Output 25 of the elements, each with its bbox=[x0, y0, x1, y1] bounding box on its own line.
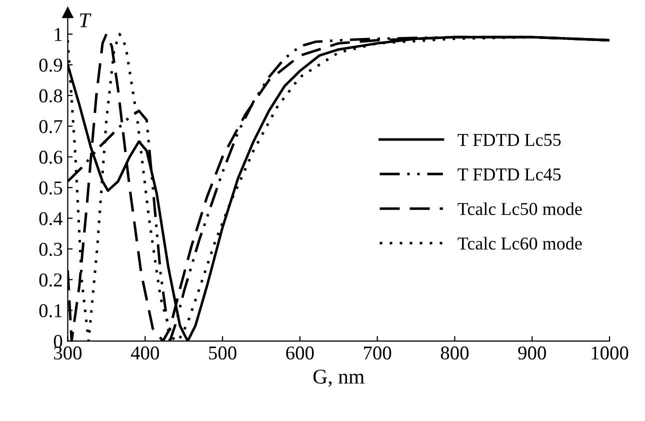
legend-label: Tcalc Lc50 mode bbox=[458, 202, 582, 216]
y-tick-label: 1 bbox=[54, 28, 62, 41]
x-tick-label: 300 bbox=[54, 346, 82, 360]
y-tick-label: 0.4 bbox=[39, 212, 63, 226]
y-tick-label: 0.7 bbox=[39, 120, 62, 134]
y-tick-label: 0 bbox=[54, 334, 62, 348]
x-tick-label: 500 bbox=[209, 346, 236, 360]
x-tick-label: 700 bbox=[364, 346, 392, 360]
x-tick-label: 400 bbox=[130, 346, 159, 360]
legend-label: T FDTD Lc55 bbox=[458, 134, 561, 146]
legend-label: Tcalc Lc60 mode bbox=[458, 236, 582, 250]
y-tick-label: 0.6 bbox=[39, 150, 62, 164]
y-axis-title: T bbox=[80, 13, 92, 28]
y-tick-label: 0.5 bbox=[39, 181, 62, 195]
x-tick-label: 800 bbox=[440, 346, 469, 360]
x-tick-label: 600 bbox=[286, 346, 314, 360]
y-tick-label: 0.9 bbox=[39, 58, 62, 72]
x-tick-label: 900 bbox=[518, 346, 546, 360]
y-tick-label: 0.2 bbox=[39, 273, 62, 287]
y-tick-label: 0.3 bbox=[39, 242, 62, 256]
x-tick-label: 1000 bbox=[592, 346, 628, 360]
legend-label: T FDTD Lc45 bbox=[458, 168, 561, 181]
x-axis-title: G, nm bbox=[313, 370, 364, 387]
y-tick-label: 0.1 bbox=[39, 304, 62, 318]
y-tick-label: 0.8 bbox=[39, 89, 62, 103]
